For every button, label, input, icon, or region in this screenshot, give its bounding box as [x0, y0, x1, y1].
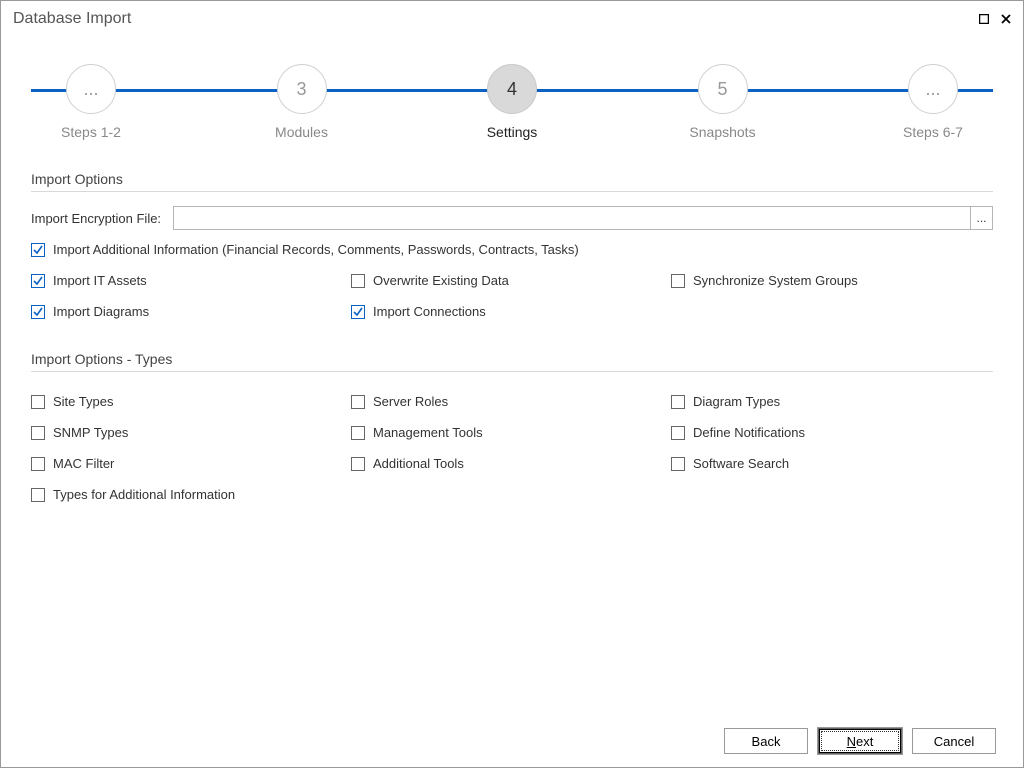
wizard-step-bubble: ...: [908, 64, 958, 114]
wizard-step-label: Steps 1-2: [31, 124, 151, 140]
close-icon[interactable]: [999, 12, 1013, 26]
checkbox-label[interactable]: MAC Filter: [53, 456, 114, 471]
checkbox[interactable]: [31, 274, 45, 288]
wizard-footer: Back Next Cancel: [724, 728, 996, 754]
wizard-step-label: Modules: [242, 124, 362, 140]
checkbox[interactable]: [31, 488, 45, 502]
wizard-step[interactable]: 3 Modules: [242, 61, 362, 140]
checkbox[interactable]: [351, 395, 365, 409]
wizard-step-label: Steps 6-7: [873, 124, 993, 140]
checkbox-type: Types for Additional Information: [31, 487, 351, 502]
checkbox-label[interactable]: Synchronize System Groups: [693, 273, 858, 288]
browse-button[interactable]: ...: [970, 207, 992, 229]
checkbox-type: MAC Filter: [31, 456, 351, 471]
wizard-step-bubble: 4: [487, 64, 537, 114]
checkbox[interactable]: [31, 426, 45, 440]
checkbox-type: SNMP Types: [31, 425, 351, 440]
checkbox-label[interactable]: Types for Additional Information: [53, 487, 235, 502]
checkbox[interactable]: [671, 457, 685, 471]
wizard-step[interactable]: ... Steps 6-7: [873, 61, 993, 140]
checkbox-label[interactable]: SNMP Types: [53, 425, 128, 440]
checkbox-label[interactable]: Import Additional Information (Financial…: [53, 242, 579, 257]
checkbox[interactable]: [31, 395, 45, 409]
checkbox[interactable]: [351, 426, 365, 440]
checkbox-label[interactable]: Import IT Assets: [53, 273, 147, 288]
cancel-button[interactable]: Cancel: [912, 728, 996, 754]
checkbox-type: Additional Tools: [351, 456, 671, 471]
checkbox-label[interactable]: Diagram Types: [693, 394, 780, 409]
checkbox-label[interactable]: Additional Tools: [373, 456, 464, 471]
wizard-step[interactable]: 5 Snapshots: [663, 61, 783, 140]
checkbox[interactable]: [351, 457, 365, 471]
maximize-icon[interactable]: [977, 12, 991, 26]
checkbox[interactable]: [31, 243, 45, 257]
checkbox[interactable]: [31, 305, 45, 319]
checkbox[interactable]: [31, 457, 45, 471]
wizard-step[interactable]: ... Steps 1-2: [31, 61, 151, 140]
section-title-types: Import Options - Types: [31, 351, 993, 372]
checkbox[interactable]: [351, 274, 365, 288]
back-button[interactable]: Back: [724, 728, 808, 754]
encryption-file-input[interactable]: [174, 207, 970, 229]
checkbox-option: Import IT Assets: [31, 273, 351, 288]
checkbox-label[interactable]: Server Roles: [373, 394, 448, 409]
checkbox-import-additional-info: Import Additional Information (Financial…: [31, 242, 993, 257]
checkbox[interactable]: [351, 305, 365, 319]
checkbox-option: Import Diagrams: [31, 304, 351, 319]
checkbox-label[interactable]: Management Tools: [373, 425, 483, 440]
window-controls: [977, 12, 1013, 26]
section-title-import-options: Import Options: [31, 171, 993, 192]
wizard-step-bubble: ...: [66, 64, 116, 114]
checkbox-label[interactable]: Define Notifications: [693, 425, 805, 440]
checkbox-label[interactable]: Import Connections: [373, 304, 486, 319]
checkbox[interactable]: [671, 395, 685, 409]
checkbox-option: Import Connections: [351, 304, 671, 319]
wizard-step-bubble: 3: [277, 64, 327, 114]
checkbox-type: Software Search: [671, 456, 991, 471]
checkbox-label[interactable]: Import Diagrams: [53, 304, 149, 319]
wizard-stepper: ... Steps 1-2 3 Modules 4 Settings 5 Snapsh…: [31, 61, 993, 151]
checkbox-label[interactable]: Site Types: [53, 394, 113, 409]
checkbox-type: Server Roles: [351, 394, 671, 409]
checkbox[interactable]: [671, 426, 685, 440]
next-button[interactable]: Next: [818, 728, 902, 754]
encryption-file-label: Import Encryption File:: [31, 211, 161, 226]
checkbox-label[interactable]: Overwrite Existing Data: [373, 273, 509, 288]
checkbox-type: Site Types: [31, 394, 351, 409]
checkbox-option: Overwrite Existing Data: [351, 273, 671, 288]
wizard-step-label: Settings: [452, 124, 572, 140]
titlebar: Database Import: [1, 1, 1023, 31]
wizard-step-label: Snapshots: [663, 124, 783, 140]
encryption-file-field: ...: [173, 206, 993, 230]
checkbox[interactable]: [671, 274, 685, 288]
checkbox-type: Diagram Types: [671, 394, 991, 409]
checkbox-label[interactable]: Software Search: [693, 456, 789, 471]
checkbox-type: Management Tools: [351, 425, 671, 440]
window-title: Database Import: [13, 10, 131, 28]
wizard-content: ... Steps 1-2 3 Modules 4 Settings 5 Snapsh…: [1, 31, 1023, 520]
encryption-file-row: Import Encryption File: ...: [31, 206, 993, 230]
wizard-step-bubble: 5: [698, 64, 748, 114]
checkbox-option: Synchronize System Groups: [671, 273, 991, 288]
checkbox-type: Define Notifications: [671, 425, 991, 440]
wizard-step[interactable]: 4 Settings: [452, 61, 572, 140]
